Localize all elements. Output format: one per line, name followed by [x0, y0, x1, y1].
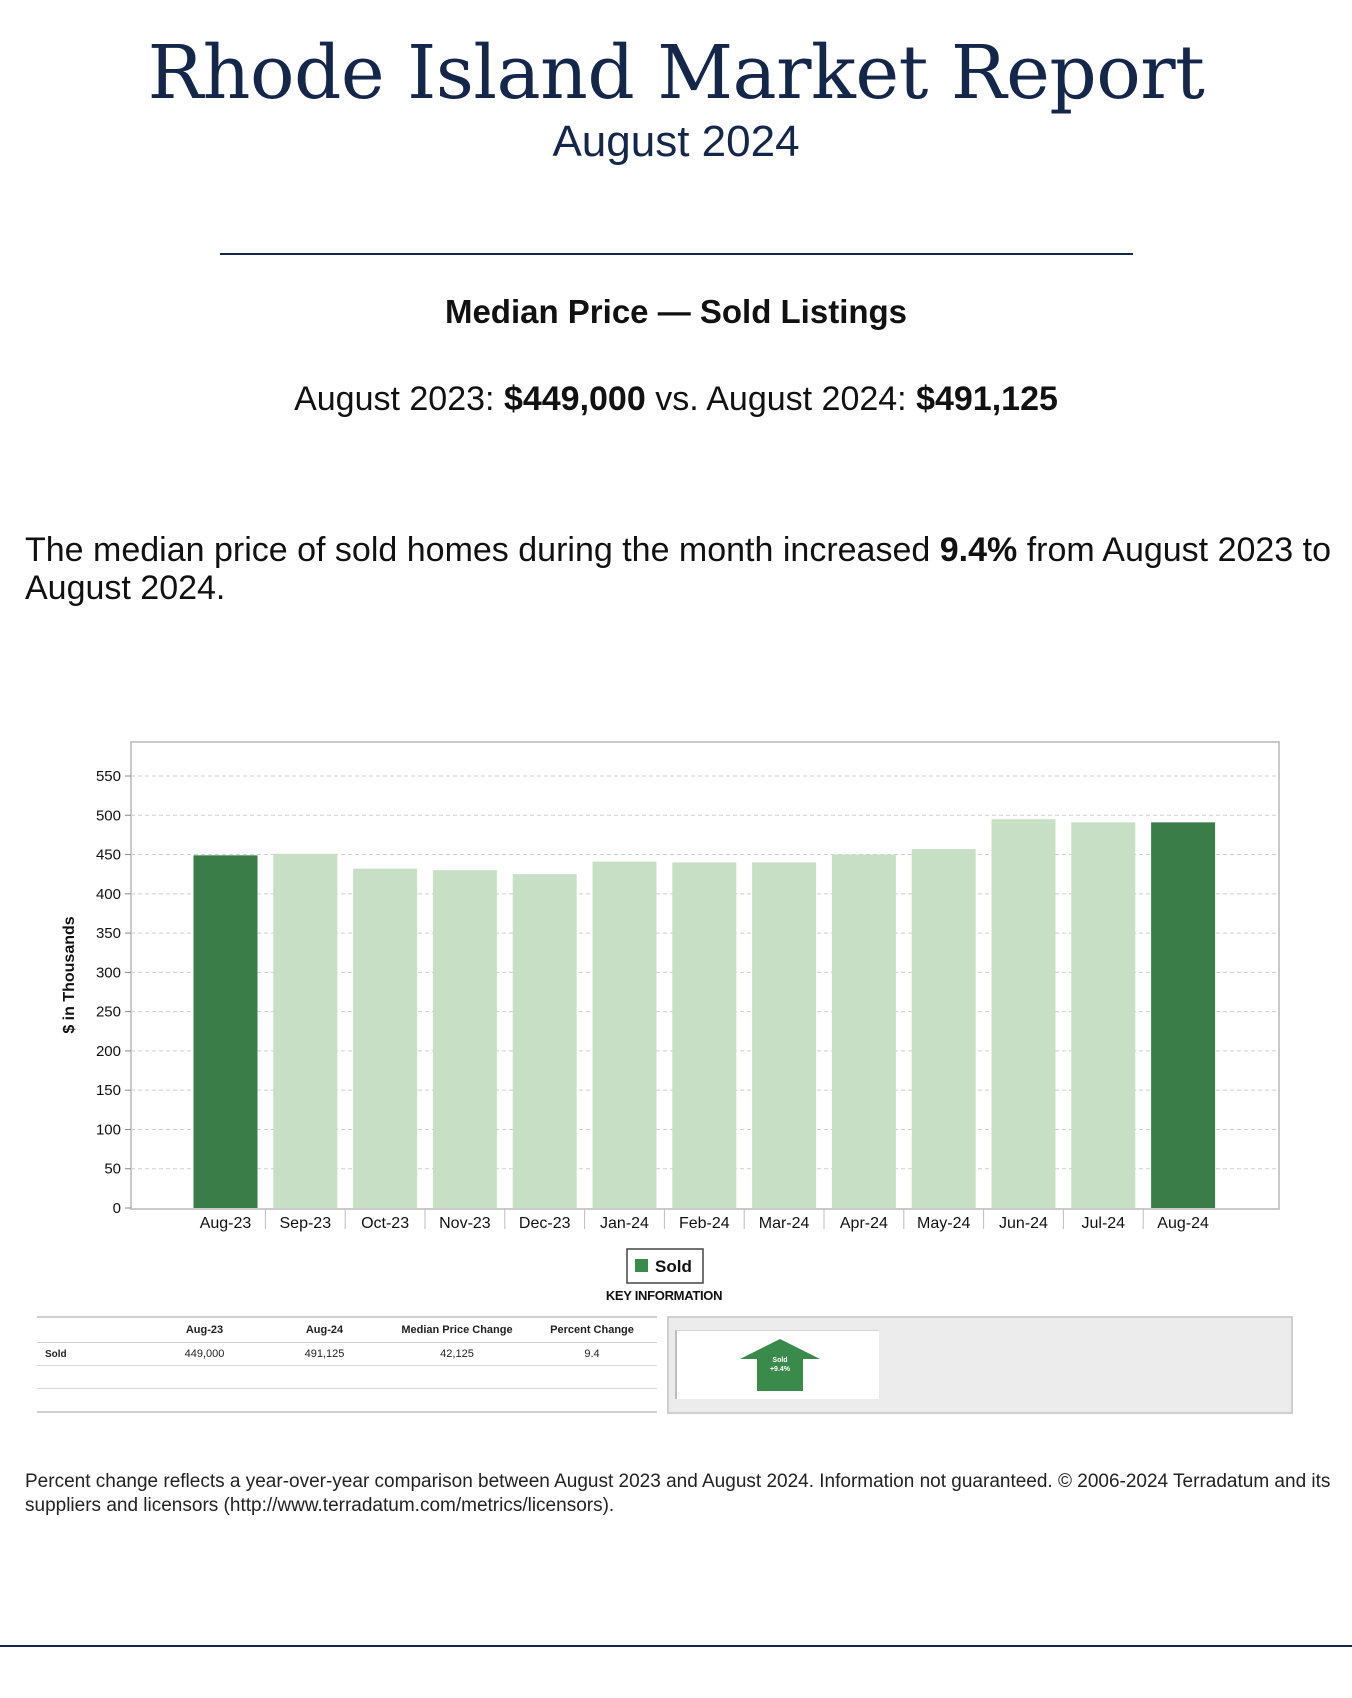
legend-label: Sold	[655, 1257, 692, 1276]
legend-swatch	[635, 1259, 648, 1272]
table-cell: 491,125	[262, 1342, 387, 1366]
up-arrow-icon	[740, 1339, 820, 1391]
table-cell: 449,000	[147, 1342, 262, 1366]
summary-text-after: from August 2023 to August 2024.	[25, 531, 1332, 607]
bar-jul-24	[1071, 822, 1136, 1208]
key-information-table: Aug-23 Aug-24 Median Price Change Percen…	[37, 1316, 657, 1413]
curr-period-value: $491,125	[916, 380, 1058, 418]
x-axis-ticks: Aug-23 Sep-23 Oct-23 Nov-23 Dec-23 Jan-24 Feb-…	[200, 1209, 1209, 1232]
bottom-divider	[0, 1645, 1352, 1647]
report-subtitle: August 2024	[552, 117, 800, 166]
y-tick-label: 450	[96, 847, 121, 864]
bar-apr-24	[831, 854, 896, 1208]
y-tick-label: 50	[104, 1161, 121, 1178]
x-tick-label: Apr-24	[840, 1215, 888, 1232]
bar-jan-24	[592, 861, 657, 1208]
y-tick-label: 100	[96, 1121, 121, 1138]
x-tick-label: Jul-24	[1082, 1215, 1126, 1232]
prev-period-label: August 2023:	[294, 380, 495, 418]
summary-percent: 9.4%	[939, 531, 1018, 569]
price-comparison: August 2023: $449,000 vs. August 2024: $…	[0, 377, 1352, 421]
table-row-empty	[37, 1388, 657, 1413]
bar-aug-24	[1151, 822, 1216, 1208]
legend: Sold	[626, 1248, 704, 1284]
curr-period-label: August 2024:	[706, 380, 907, 418]
table-row: Sold 449,000 491,125 42,125 9.4	[37, 1342, 657, 1366]
table-cell: Sold	[37, 1342, 147, 1366]
table-header: Percent Change	[527, 1316, 657, 1343]
x-tick-label: Sep-23	[280, 1215, 332, 1232]
table-row-empty	[37, 1365, 657, 1389]
bar-mar-24	[752, 862, 817, 1208]
table-cell: 9.4	[527, 1342, 657, 1366]
title-divider	[220, 253, 1133, 255]
y-tick-label: 350	[96, 925, 121, 942]
footnote: Percent change reflects a year-over-year…	[25, 1471, 1331, 1516]
bar-nov-23	[432, 870, 497, 1208]
x-tick-label: Dec-23	[519, 1215, 571, 1232]
y-tick-label: 200	[96, 1043, 121, 1060]
y-tick-label: 0	[113, 1200, 121, 1217]
x-tick-label: Mar-24	[759, 1215, 810, 1232]
table-header: Median Price Change	[387, 1316, 527, 1343]
x-tick-label: Oct-23	[361, 1215, 409, 1232]
summary-text-before: The median price of sold homes during th…	[25, 531, 931, 569]
table-header-row: Aug-23 Aug-24 Median Price Change Percen…	[37, 1316, 657, 1343]
bar-oct-23	[353, 868, 418, 1208]
table-header: Aug-24	[262, 1316, 387, 1343]
x-tick-label: Nov-23	[439, 1215, 491, 1232]
x-tick-label: Feb-24	[679, 1215, 730, 1232]
summary-paragraph: The median price of sold homes during th…	[25, 531, 1335, 607]
change-badge-panel: Sold +9.4%	[667, 1316, 1293, 1414]
bar-dec-23	[512, 874, 577, 1208]
median-price-chart: 0 50 100 150 200 250 300 350 400 450 500 550 Aug-23…	[61, 741, 1280, 1303]
table-cell: 42,125	[387, 1342, 527, 1366]
report-title: Rhode Island Market Report	[147, 30, 1205, 116]
y-tick-label: 400	[96, 886, 121, 903]
badge-label: Sold	[772, 1357, 788, 1364]
bar-sep-23	[273, 853, 338, 1208]
x-tick-label: Jan-24	[600, 1215, 649, 1232]
bar-may-24	[911, 849, 976, 1208]
badge-text: Sold +9.4%	[737, 1356, 823, 1374]
key-information-caption: KEY INFORMATION	[606, 1288, 722, 1303]
x-tick-label: Aug-24	[1157, 1215, 1209, 1232]
change-badge: Sold +9.4%	[675, 1330, 879, 1399]
badge-value: +9.4%	[769, 1366, 791, 1373]
x-tick-label: May-24	[917, 1215, 970, 1232]
x-tick-label: Jun-24	[999, 1215, 1048, 1232]
y-axis-ticks: 0 50 100 150 200 250 300 350 400 450 500 550	[96, 768, 131, 1217]
bar-jun-24	[991, 819, 1056, 1208]
y-tick-label: 250	[96, 1004, 121, 1021]
x-tick-label: Aug-23	[200, 1215, 252, 1232]
section-heading: Median Price — Sold Listings	[444, 293, 908, 330]
y-tick-label: 150	[96, 1082, 121, 1099]
y-axis-label: $ in Thousands	[61, 916, 78, 1033]
bar-feb-24	[672, 862, 737, 1208]
table-header	[37, 1316, 147, 1343]
bars	[193, 819, 1216, 1208]
table-header: Aug-23	[147, 1316, 262, 1343]
bar-aug-23	[193, 855, 258, 1208]
y-tick-label: 550	[96, 768, 121, 785]
prev-period-value: $449,000	[503, 380, 646, 418]
versus-label: vs.	[655, 380, 699, 418]
y-tick-label: 300	[96, 964, 121, 981]
y-tick-label: 500	[96, 807, 121, 824]
